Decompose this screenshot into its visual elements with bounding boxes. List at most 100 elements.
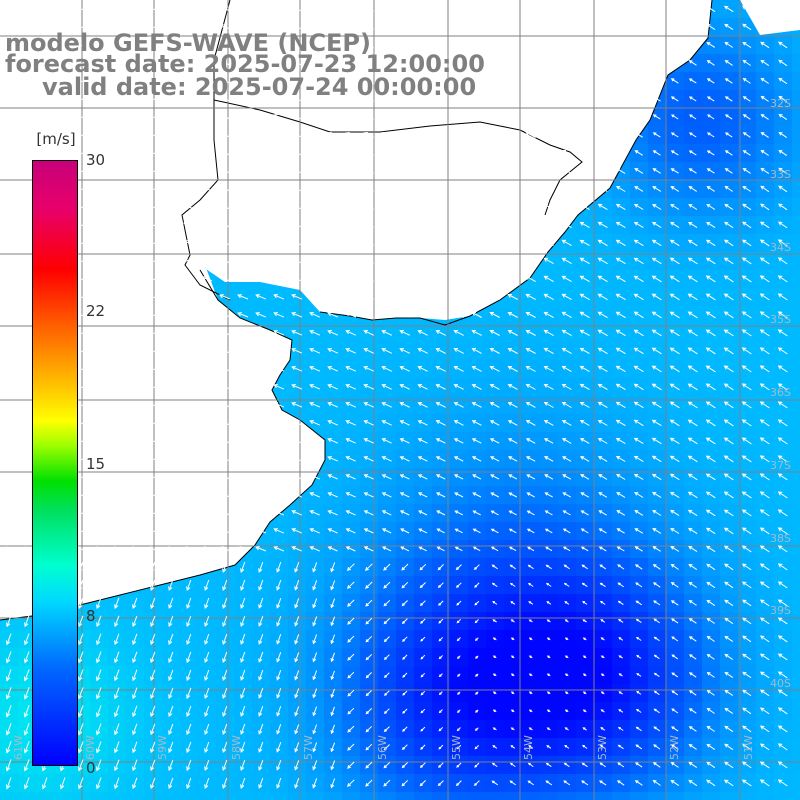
wind-arrow bbox=[633, 221, 644, 229]
wind-arrow bbox=[669, 5, 680, 13]
wind-arrow bbox=[129, 186, 141, 192]
wind-arrow bbox=[20, 366, 33, 372]
wind-arrow bbox=[147, 168, 159, 174]
wind-arrow bbox=[399, 114, 411, 120]
wind-arrow bbox=[777, 401, 788, 409]
wind-arrow bbox=[23, 705, 30, 718]
wind-arrow bbox=[579, 113, 590, 120]
wind-arrow bbox=[618, 655, 623, 659]
wind-arrow bbox=[312, 580, 318, 591]
wind-arrow bbox=[688, 600, 697, 606]
wind-arrow bbox=[276, 742, 282, 753]
wind-arrow bbox=[435, 204, 447, 210]
wind-arrow bbox=[723, 383, 734, 391]
wind-arrow bbox=[580, 456, 590, 462]
longitude-label: 55W bbox=[450, 735, 463, 760]
wind-arrow bbox=[453, 474, 464, 480]
wind-arrow bbox=[77, 723, 84, 736]
wind-arrow bbox=[327, 222, 339, 228]
wind-arrow bbox=[528, 601, 534, 605]
wind-arrow bbox=[653, 618, 660, 624]
wind-arrow bbox=[204, 633, 210, 645]
wind-arrow bbox=[258, 777, 264, 789]
wind-arrow bbox=[651, 383, 662, 391]
wind-arrow bbox=[435, 366, 446, 372]
wind-arrow bbox=[724, 653, 734, 661]
wind-arrow bbox=[255, 366, 267, 372]
wind-arrow bbox=[258, 759, 264, 771]
wind-arrow bbox=[742, 41, 752, 49]
wind-arrow bbox=[634, 60, 644, 66]
wind-arrow bbox=[345, 546, 356, 552]
wind-arrow bbox=[634, 132, 643, 138]
wind-arrow bbox=[183, 546, 195, 552]
wind-arrow bbox=[653, 726, 661, 732]
wind-arrow bbox=[454, 546, 463, 552]
wind-arrow bbox=[507, 420, 518, 426]
wind-arrow bbox=[563, 780, 571, 786]
wind-arrow bbox=[222, 705, 228, 717]
wind-arrow bbox=[705, 473, 716, 481]
wind-arrow bbox=[201, 402, 213, 408]
wind-arrow bbox=[489, 5, 500, 12]
wind-arrow bbox=[563, 546, 571, 552]
wind-arrow bbox=[545, 564, 552, 570]
wind-arrow bbox=[417, 474, 428, 480]
wind-arrow bbox=[276, 616, 282, 627]
wind-arrow bbox=[705, 239, 716, 247]
wind-arrow bbox=[291, 6, 303, 12]
wind-arrow bbox=[255, 258, 267, 264]
wind-arrow bbox=[165, 6, 177, 12]
wind-arrow bbox=[651, 275, 662, 283]
wind-arrow bbox=[471, 420, 482, 426]
wind-arrow bbox=[312, 652, 318, 663]
wind-arrow bbox=[237, 384, 249, 390]
wind-arrow bbox=[564, 637, 569, 641]
wind-arrow bbox=[742, 168, 751, 174]
wind-arrow bbox=[237, 96, 249, 102]
wind-arrow bbox=[237, 348, 249, 354]
wind-arrow bbox=[471, 24, 482, 30]
wind-arrow bbox=[114, 597, 120, 610]
wind-arrow bbox=[579, 167, 590, 174]
field-cell bbox=[792, 180, 800, 198]
wind-arrow bbox=[165, 240, 177, 246]
wind-arrow bbox=[129, 546, 141, 552]
wind-arrow bbox=[330, 724, 335, 735]
wind-arrow bbox=[543, 185, 554, 193]
wind-arrow bbox=[597, 419, 608, 426]
wind-arrow bbox=[471, 384, 482, 390]
wind-arrow bbox=[201, 222, 213, 228]
wind-arrow bbox=[705, 419, 716, 427]
wind-arrow bbox=[111, 384, 123, 390]
wind-arrow bbox=[150, 579, 156, 591]
wind-arrow bbox=[582, 619, 587, 623]
wind-arrow bbox=[150, 561, 156, 573]
field-cell bbox=[342, 792, 360, 800]
wind-arrow bbox=[201, 492, 213, 498]
wind-arrow bbox=[525, 383, 536, 390]
wind-arrow bbox=[147, 258, 159, 264]
wind-arrow bbox=[527, 762, 534, 768]
wind-arrow bbox=[96, 633, 102, 646]
wind-arrow bbox=[276, 670, 282, 681]
wind-arrow bbox=[309, 474, 321, 480]
wind-arrow bbox=[616, 114, 626, 120]
wind-arrow bbox=[204, 723, 210, 735]
wind-arrow bbox=[2, 6, 15, 11]
wind-arrow bbox=[723, 239, 734, 247]
wind-arrow bbox=[438, 600, 444, 606]
wind-arrow bbox=[437, 564, 444, 571]
colorbar-tick-0: 0 bbox=[86, 759, 96, 777]
wind-arrow bbox=[454, 510, 464, 516]
wind-arrow bbox=[741, 419, 752, 427]
wind-arrow bbox=[327, 6, 339, 12]
field-cell bbox=[792, 702, 800, 720]
wind-arrow bbox=[453, 294, 464, 300]
wind-arrow bbox=[615, 401, 626, 409]
wind-arrow bbox=[129, 474, 141, 480]
wind-arrow bbox=[219, 240, 231, 246]
wind-arrow bbox=[580, 528, 589, 534]
wind-arrow bbox=[417, 168, 429, 174]
wind-arrow bbox=[20, 6, 33, 12]
